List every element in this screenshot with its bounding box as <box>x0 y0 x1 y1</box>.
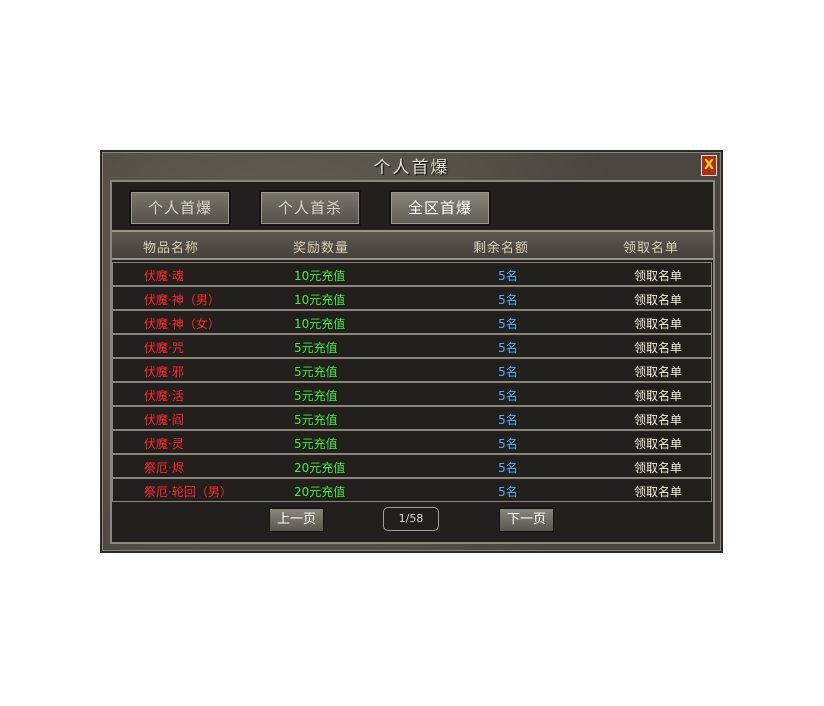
col-item-name: 物品名称 <box>143 241 200 256</box>
item-name: 祭厄·烬 <box>144 461 184 475</box>
claim-list-link[interactable]: 领取名单 <box>633 341 682 355</box>
table-row: 伏魔·咒 5元充值 5名 领取名单 <box>112 334 712 358</box>
table-row: 伏魔·阎 5元充值 5名 领取名单 <box>112 406 712 430</box>
table-row: 伏魔·邪 5元充值 5名 领取名单 <box>112 358 712 382</box>
next-page-button[interactable]: 下一页 <box>499 508 554 532</box>
reward-amount: 20元充值 <box>294 461 346 475</box>
item-name: 伏魔·神（男） <box>144 293 220 307</box>
reward-amount: 5元充值 <box>294 341 338 355</box>
table-row: 伏魔·神（女） 10元充值 5名 领取名单 <box>112 310 712 334</box>
item-name: 伏魔·灵 <box>144 437 184 451</box>
reward-amount: 5元充值 <box>294 365 338 379</box>
table-row: 伏魔·活 5元充值 5名 领取名单 <box>112 382 712 406</box>
reward-amount: 10元充值 <box>294 317 346 331</box>
col-claim-list: 领取名单 <box>623 241 680 256</box>
claim-list-link[interactable]: 领取名单 <box>633 437 682 451</box>
table-row: 祭厄·轮回（男） 20元充值 5名 领取名单 <box>112 478 712 502</box>
claim-list-link[interactable]: 领取名单 <box>633 365 682 379</box>
col-reward: 奖励数量 <box>293 241 350 256</box>
first-drop-window: 个人首爆 X 个人首爆 个人首杀 全区首爆 物品名称 奖励数量 剩余名额 领取名… <box>100 150 723 553</box>
remaining-slots: 5名 <box>498 485 518 499</box>
item-name: 伏魔·阎 <box>144 413 184 427</box>
reward-amount: 5元充值 <box>294 413 338 427</box>
claim-list-link[interactable]: 领取名单 <box>633 413 682 427</box>
table-header: 物品名称 奖励数量 剩余名额 领取名单 <box>112 230 713 260</box>
remaining-slots: 5名 <box>498 317 518 331</box>
tab-server-first-drop[interactable]: 全区首爆 <box>389 190 491 226</box>
claim-list-link[interactable]: 领取名单 <box>633 461 682 475</box>
table-row: 伏魔·神（男） 10元充值 5名 领取名单 <box>112 286 712 310</box>
claim-list-link[interactable]: 领取名单 <box>633 317 682 331</box>
table-row: 伏魔·灵 5元充值 5名 领取名单 <box>112 430 712 454</box>
reward-amount: 10元充值 <box>294 269 346 283</box>
content-area: 个人首爆 个人首杀 全区首爆 物品名称 奖励数量 剩余名额 领取名单 伏魔·魂 1… <box>110 180 715 544</box>
remaining-slots: 5名 <box>498 269 518 283</box>
table-row: 祭厄·烬 20元充值 5名 领取名单 <box>112 454 712 478</box>
item-name: 伏魔·魂 <box>144 269 184 283</box>
claim-list-link[interactable]: 领取名单 <box>633 293 682 307</box>
remaining-slots: 5名 <box>498 437 518 451</box>
col-remaining: 剩余名额 <box>473 241 530 256</box>
claim-list-link[interactable]: 领取名单 <box>633 269 682 283</box>
remaining-slots: 5名 <box>498 389 518 403</box>
item-name: 伏魔·邪 <box>144 365 184 379</box>
remaining-slots: 5名 <box>498 365 518 379</box>
reward-amount: 5元充值 <box>294 437 338 451</box>
tab-personal-first-drop[interactable]: 个人首爆 <box>129 190 231 226</box>
remaining-slots: 5名 <box>498 413 518 427</box>
prev-page-button[interactable]: 上一页 <box>269 508 324 532</box>
item-name: 伏魔·咒 <box>144 341 184 355</box>
table-row: 伏魔·魂 10元充值 5名 领取名单 <box>112 262 712 286</box>
item-name: 伏魔·活 <box>144 389 184 403</box>
window-title: 个人首爆 <box>373 158 450 178</box>
claim-list-link[interactable]: 领取名单 <box>633 485 682 499</box>
reward-amount: 20元充值 <box>294 485 346 499</box>
item-name: 伏魔·神（女） <box>144 317 220 331</box>
claim-list-link[interactable]: 领取名单 <box>633 389 682 403</box>
tab-personal-first-kill[interactable]: 个人首杀 <box>259 190 361 226</box>
reward-amount: 10元充值 <box>294 293 346 307</box>
remaining-slots: 5名 <box>498 461 518 475</box>
page-indicator: 1/58 <box>383 507 439 531</box>
reward-amount: 5元充值 <box>294 389 338 403</box>
item-name: 祭厄·轮回（男） <box>144 485 232 499</box>
close-icon[interactable]: X <box>701 155 717 176</box>
remaining-slots: 5名 <box>498 293 518 307</box>
remaining-slots: 5名 <box>498 341 518 355</box>
